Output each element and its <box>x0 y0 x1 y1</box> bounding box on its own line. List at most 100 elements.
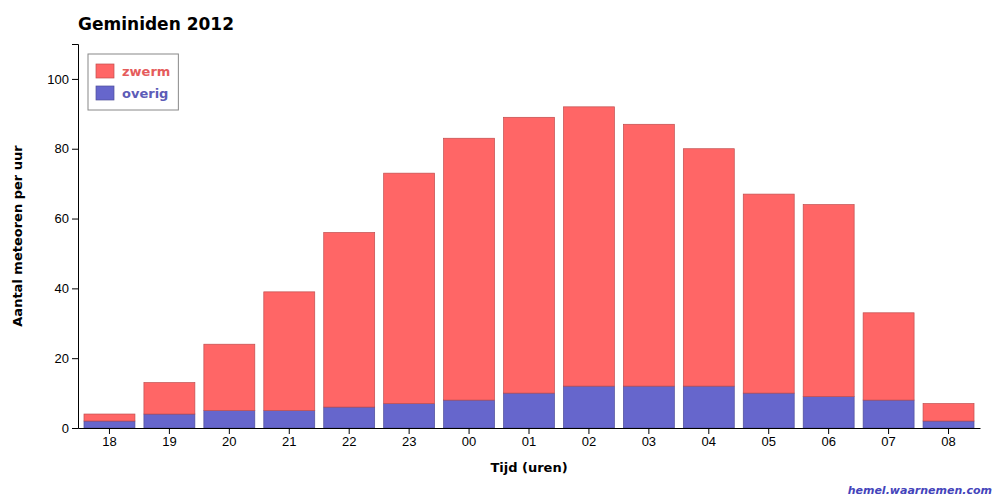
y-tick: 80 <box>55 141 78 156</box>
x-tick-label: 06 <box>821 434 835 449</box>
x-tick-label: 07 <box>881 434 895 449</box>
y-tick-label: 60 <box>55 211 69 226</box>
x-tick-label: 19 <box>162 434 176 449</box>
y-tick-mark <box>72 358 78 359</box>
bar <box>324 407 375 428</box>
x-tick: 08 <box>941 428 955 449</box>
x-tick: 23 <box>402 428 416 449</box>
y-tick-mark <box>72 428 78 429</box>
x-tick-mark <box>469 428 470 434</box>
bar <box>324 233 375 408</box>
x-tick: 07 <box>881 428 895 449</box>
bar <box>204 411 255 428</box>
title: Geminiden 2012 <box>78 14 234 34</box>
x-tick: 18 <box>102 428 116 449</box>
x-tick: 06 <box>821 428 835 449</box>
bar <box>563 107 614 386</box>
bar <box>504 117 555 393</box>
x-tick-mark <box>529 428 530 434</box>
legend-swatch <box>96 86 114 100</box>
x-tick-label: 22 <box>342 434 356 449</box>
x-tick-label: 20 <box>222 434 236 449</box>
legend-swatch <box>96 64 114 78</box>
bar <box>84 421 135 428</box>
x-tick: 19 <box>162 428 176 449</box>
chart-svg: 18 19 20 21 22 23 00 01 02 03 04 05 06 07 08 0 20 40 60 80 1… <box>0 0 1000 500</box>
y-tick-mark <box>72 288 78 289</box>
bar <box>623 124 674 386</box>
x-tick-label: 05 <box>761 434 775 449</box>
bar <box>683 386 734 428</box>
x-tick: 05 <box>761 428 775 449</box>
x-tick-label: 01 <box>522 434 536 449</box>
bar <box>384 404 435 428</box>
x-tick-label: 02 <box>582 434 596 449</box>
x-tick-mark <box>349 428 350 434</box>
axis-line <box>72 45 79 429</box>
y-tick-label: 80 <box>55 141 69 156</box>
bar <box>803 397 854 428</box>
bar <box>923 421 974 428</box>
bar <box>444 400 495 428</box>
chart-container: 18 19 20 21 22 23 00 01 02 03 04 05 06 07 08 0 20 40 60 80 1… <box>0 0 1000 500</box>
bar <box>84 414 135 421</box>
bar <box>144 414 195 428</box>
bar <box>923 404 974 421</box>
y-tick-label: 0 <box>62 421 69 436</box>
x-tick-mark <box>289 428 290 434</box>
y-axis-title: Aantal meteoren per uur <box>10 145 25 327</box>
x-axis-title: Tijd (uren) <box>490 460 567 475</box>
x-tick: 02 <box>582 428 596 449</box>
bar <box>144 383 195 414</box>
y-tick: 0 <box>62 421 78 436</box>
x-tick-mark <box>169 428 170 434</box>
legend-frame <box>88 54 178 110</box>
x-tick: 01 <box>522 428 536 449</box>
bar <box>803 205 854 397</box>
x-tick-mark <box>648 428 649 434</box>
bar <box>504 393 555 428</box>
x-tick-mark <box>588 428 589 434</box>
x-tick: 00 <box>462 428 476 449</box>
x-tick: 22 <box>342 428 356 449</box>
x-tick-mark <box>888 428 889 434</box>
x-tick-mark <box>109 428 110 434</box>
bar <box>264 411 315 428</box>
y-tick: 100 <box>47 72 78 87</box>
y-tick-label: 20 <box>55 351 69 366</box>
y-tick-label: 40 <box>55 281 69 296</box>
bar <box>204 344 255 410</box>
x-tick-label: 04 <box>702 434 716 449</box>
y-axis: 0 20 40 60 80 100 <box>47 45 78 436</box>
bars <box>84 107 974 428</box>
y-tick-mark <box>72 219 78 220</box>
y-tick: 40 <box>55 281 78 296</box>
bar <box>863 400 914 428</box>
x-tick: 03 <box>642 428 656 449</box>
x-tick: 20 <box>222 428 236 449</box>
x-tick-label: 03 <box>642 434 656 449</box>
bar-series <box>84 107 974 421</box>
y-tick-mark <box>72 149 78 150</box>
x-axis: 18 19 20 21 22 23 00 01 02 03 04 05 06 07 08 <box>79 428 981 449</box>
x-tick: 04 <box>702 428 716 449</box>
x-tick-mark <box>948 428 949 434</box>
legend-label: overig <box>122 86 168 101</box>
bar <box>743 393 794 428</box>
y-tick: 20 <box>55 351 78 366</box>
x-tick-mark <box>409 428 410 434</box>
x-tick-mark <box>708 428 709 434</box>
x-tick-label: 18 <box>102 434 116 449</box>
bar <box>444 138 495 400</box>
legend-label: zwerm <box>122 64 170 79</box>
bar <box>384 173 435 403</box>
x-tick-label: 00 <box>462 434 476 449</box>
bar <box>623 386 674 428</box>
bar <box>683 149 734 386</box>
bar <box>743 194 794 393</box>
x-tick-mark <box>768 428 769 434</box>
x-tick-label: 08 <box>941 434 955 449</box>
x-tick-mark <box>828 428 829 434</box>
x-tick: 21 <box>282 428 296 449</box>
bar <box>264 292 315 411</box>
